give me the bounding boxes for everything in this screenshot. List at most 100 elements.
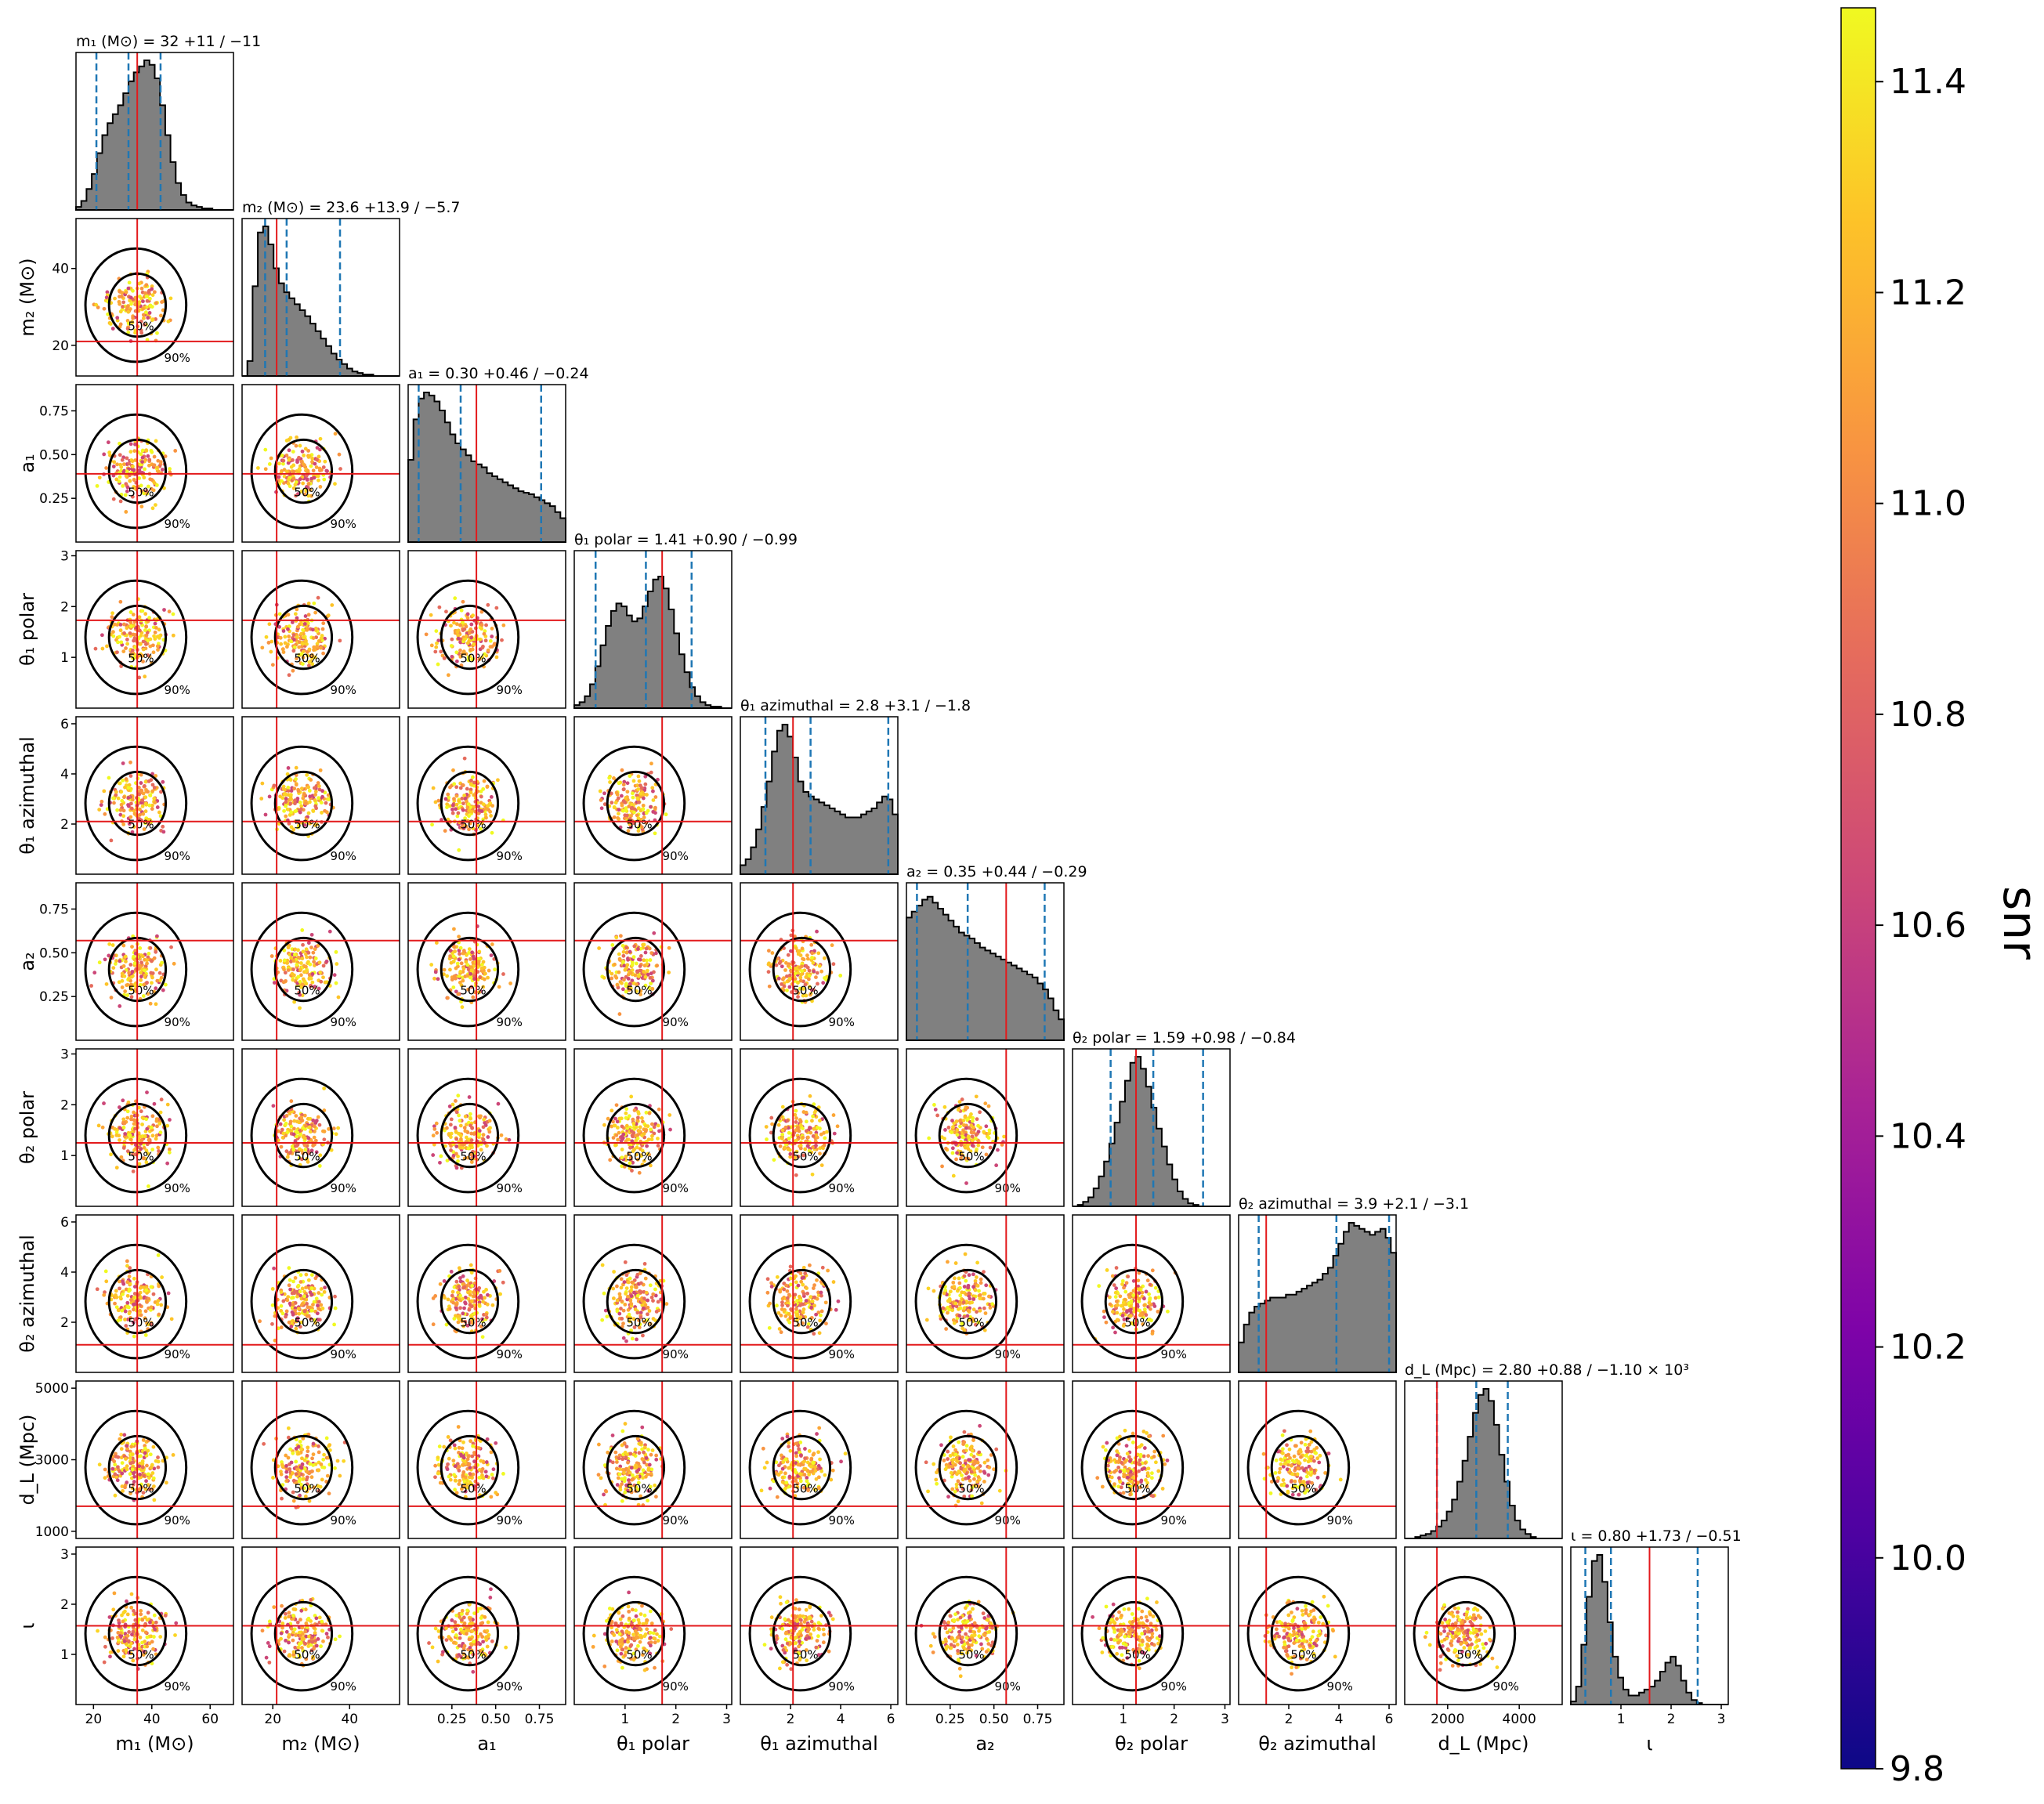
sample-point: [952, 1285, 957, 1289]
sample-point: [944, 1327, 949, 1331]
sample-point: [286, 785, 291, 790]
contour-label-50: 50%: [460, 1316, 486, 1330]
sample-point: [316, 1303, 320, 1308]
sample-point: [811, 1114, 815, 1119]
sample-point: [770, 1122, 775, 1126]
sample-point: [786, 963, 790, 968]
sample-point: [465, 953, 468, 957]
sample-point: [310, 1308, 314, 1313]
sample-point: [132, 449, 137, 454]
sample-point: [318, 447, 322, 452]
sample-point: [309, 976, 313, 981]
sample-point: [824, 1130, 829, 1134]
sample-point: [465, 786, 469, 791]
sample-point: [284, 1122, 288, 1126]
sample-point: [455, 814, 460, 819]
sample-point: [310, 460, 314, 465]
sample-point: [302, 792, 306, 797]
sample-point: [630, 968, 635, 972]
sample-point: [282, 1118, 286, 1123]
sample-point: [986, 1136, 991, 1140]
sample-point: [317, 796, 321, 801]
sample-point: [461, 1311, 465, 1316]
sample-point: [159, 1303, 164, 1307]
sample-point: [629, 1285, 634, 1289]
sample-point: [139, 1138, 144, 1142]
sample-point: [454, 622, 459, 627]
sample-point: [780, 1296, 785, 1301]
sample-point: [457, 1284, 461, 1289]
sample-point: [643, 950, 648, 955]
sample-point: [769, 1115, 774, 1120]
sample-point: [988, 1145, 993, 1150]
sample-point: [167, 1150, 172, 1155]
sample-point: [454, 650, 459, 655]
sample-point: [461, 783, 465, 787]
sample-point: [614, 975, 619, 980]
sample-point: [629, 1294, 634, 1299]
sample-point: [780, 1136, 784, 1141]
sample-point: [456, 636, 461, 641]
sample-point: [769, 1281, 774, 1285]
sample-point: [305, 478, 309, 482]
sample-point: [468, 627, 473, 631]
sample-point: [154, 1137, 158, 1141]
sample-point: [107, 450, 112, 455]
sample-point: [780, 1133, 785, 1137]
sample-point: [319, 979, 324, 984]
sample-point: [797, 949, 801, 953]
sample-point: [615, 1284, 619, 1289]
sample-point: [955, 1127, 960, 1132]
sample-point: [469, 965, 474, 970]
sample-point: [293, 947, 298, 952]
sample-point: [469, 622, 474, 627]
sample-point: [130, 970, 135, 974]
sample-point: [983, 1101, 988, 1106]
sample-point: [153, 801, 157, 804]
sample-point: [782, 1145, 787, 1150]
sample-point: [281, 980, 286, 985]
sample-point: [114, 1166, 119, 1170]
sample-point: [128, 1137, 133, 1142]
sample-point: [133, 949, 138, 953]
sample-point: [610, 976, 614, 981]
sample-point: [468, 1116, 473, 1121]
sample-point: [1115, 1311, 1120, 1315]
sample-point: [322, 477, 327, 482]
sample-point: [982, 1306, 986, 1311]
sample-point: [299, 490, 304, 493]
sample-point: [119, 664, 124, 668]
sample-point: [154, 503, 157, 508]
sample-point: [316, 595, 320, 600]
sample-point: [114, 1293, 118, 1297]
sample-point: [122, 1121, 127, 1126]
sample-point: [327, 797, 331, 801]
sample-point: [1120, 1303, 1123, 1308]
sample-point: [270, 663, 275, 667]
panel-m1-m1: m₁ (M⊙) = 32 +11 / −11: [75, 33, 261, 211]
sample-point: [141, 306, 146, 311]
sample-point: [115, 808, 120, 812]
y-tick-label: 1: [60, 1148, 69, 1164]
y-axis-label: θ₁ azimuthal: [16, 736, 38, 855]
sample-point: [634, 961, 639, 966]
sample-point: [298, 1289, 302, 1294]
sample-point: [964, 1181, 968, 1185]
contour-label-90: 90%: [165, 849, 190, 863]
sample-point: [97, 475, 102, 480]
sample-point: [486, 648, 490, 653]
sample-point: [160, 960, 165, 965]
sample-point: [128, 760, 132, 765]
sample-point: [462, 637, 467, 642]
sample-point: [963, 1115, 968, 1119]
sample-point: [450, 1293, 454, 1298]
sample-point: [466, 658, 471, 663]
sample-point: [295, 435, 298, 439]
contour-50: [273, 604, 334, 671]
sample-point: [636, 826, 641, 830]
sample-point: [289, 956, 294, 960]
sample-point: [263, 812, 268, 817]
sample-point: [129, 806, 134, 811]
panel-theta2a-theta2p: 90%50%: [1072, 1214, 1231, 1373]
sample-point: [483, 652, 487, 656]
